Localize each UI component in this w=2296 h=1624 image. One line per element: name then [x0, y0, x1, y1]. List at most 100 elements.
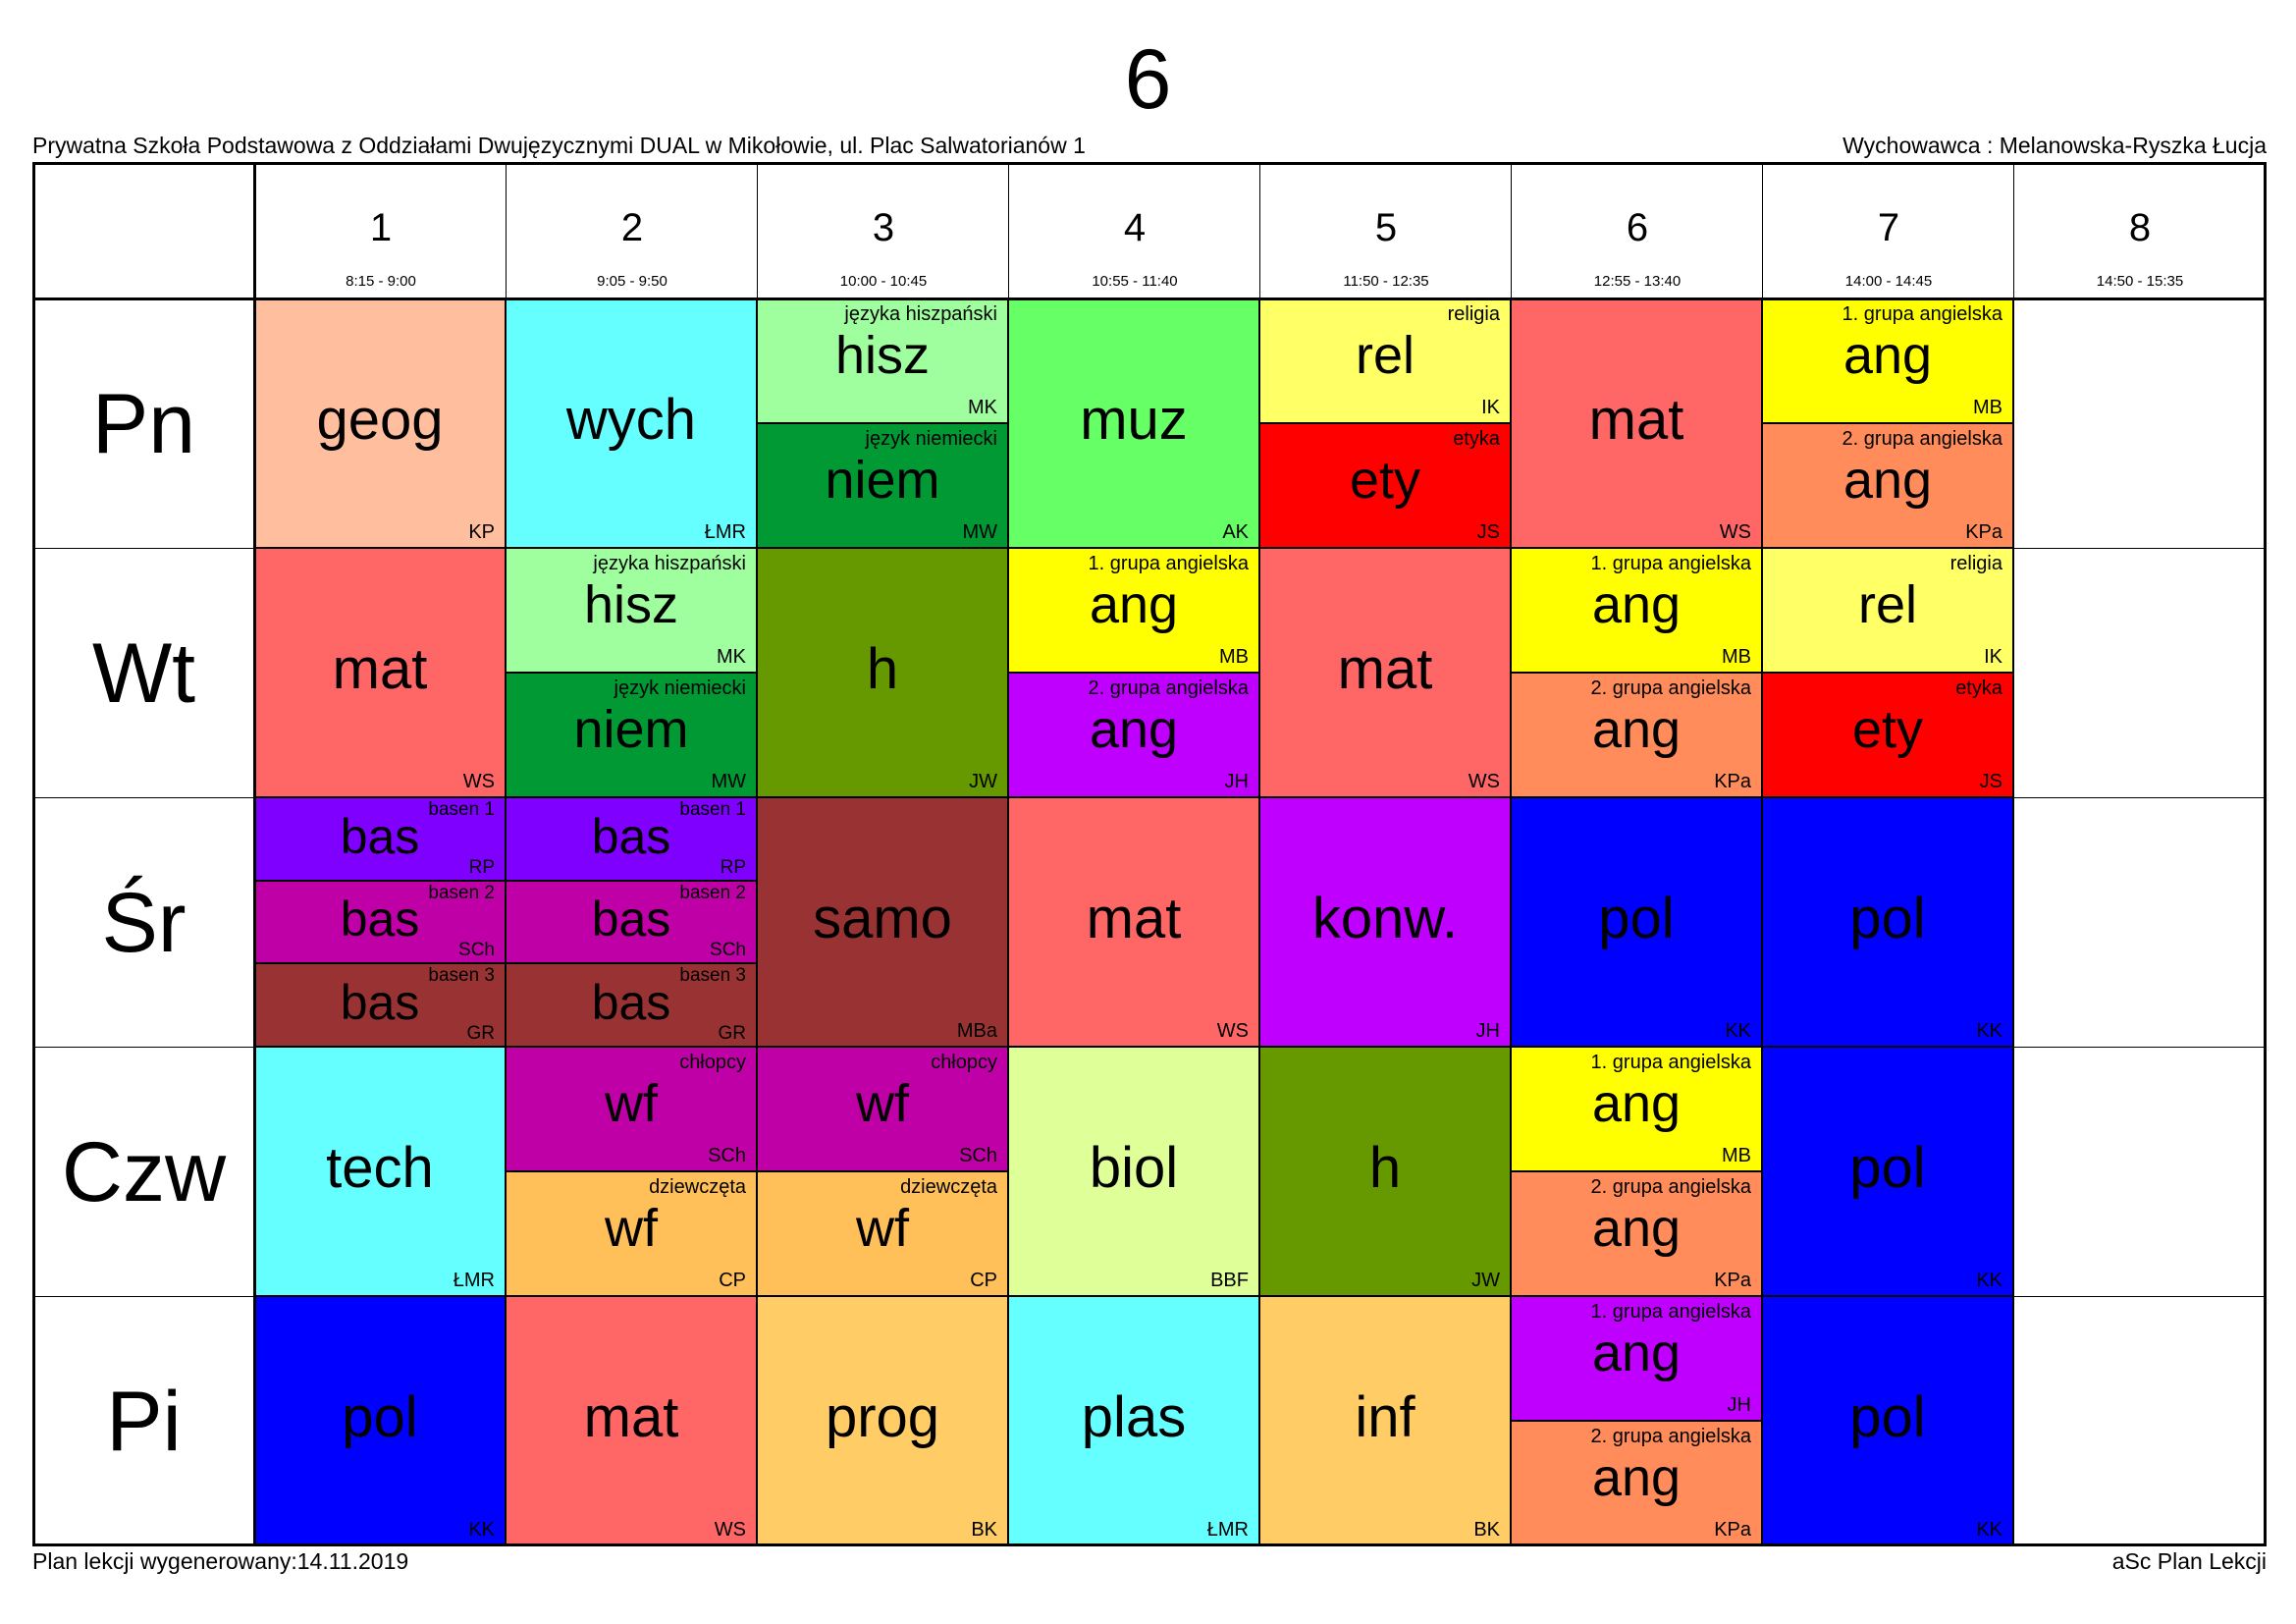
lesson-cell[interactable]: pol KK — [1763, 1297, 2014, 1546]
lesson-cell[interactable]: basen 3 bas GR — [507, 964, 758, 1048]
software-name: aSc Plan Lekcji — [2111, 1548, 2267, 1574]
lesson-cell[interactable]: języka hiszpański hisz MK — [758, 299, 1009, 424]
lesson-cell[interactable]: religia rel IK — [1260, 299, 1512, 424]
lesson-group: basen 1 — [679, 799, 746, 820]
lesson-teacher: SCh — [458, 940, 495, 961]
lesson-cell[interactable]: basen 1 bas RP — [255, 798, 507, 882]
lesson-cell[interactable]: 2. grupa angielska ang KPa — [1763, 424, 2014, 549]
lesson-group: 2. grupa angielska — [1590, 1176, 1751, 1198]
lesson-cell[interactable]: języka hiszpański hisz MK — [507, 549, 758, 674]
lesson-cell[interactable]: 1. grupa angielska ang MB — [1763, 299, 2014, 424]
lesson-cell[interactable]: inf BK — [1260, 1297, 1512, 1546]
lesson-subject: h — [1368, 1136, 1402, 1200]
lesson-subject: ety — [1851, 700, 1924, 760]
lesson-cell[interactable]: etyka ety JS — [1260, 424, 1512, 549]
lesson-teacher: BK — [971, 1519, 997, 1541]
period-time: 10:00 - 10:45 — [839, 273, 928, 290]
lesson-subject: pol — [342, 1385, 418, 1449]
lesson-cell[interactable]: pol KK — [1763, 798, 2014, 1048]
lesson-cell[interactable]: 2. grupa angielska ang KPa — [1512, 1172, 1763, 1297]
lesson-cell[interactable]: basen 1 bas RP — [507, 798, 758, 882]
lesson-subject: muz — [1080, 388, 1188, 452]
lesson-subject: pol — [1849, 887, 1926, 950]
lesson-cell[interactable]: mat WS — [507, 1297, 758, 1546]
lesson-cell[interactable]: konw. JH — [1260, 798, 1512, 1048]
lesson-cell[interactable]: mat WS — [255, 549, 507, 798]
lesson-subject: ang — [1089, 700, 1179, 760]
lesson-cell[interactable]: chłopcy wf SCh — [507, 1048, 758, 1172]
lesson-subject: bas — [591, 808, 671, 864]
lesson-subject: wf — [856, 1199, 909, 1259]
lesson-cell[interactable]: 1. grupa angielska ang MB — [1009, 549, 1260, 674]
lesson-cell[interactable]: biol BBF — [1009, 1048, 1260, 1297]
lesson-cell[interactable]: basen 2 bas SCh — [507, 881, 758, 965]
lesson-cell[interactable]: pol KK — [255, 1297, 507, 1546]
period-header: 1 8:15 - 9:00 — [255, 162, 507, 299]
lesson-cell[interactable]: prog BK — [758, 1297, 1009, 1546]
lesson-cell[interactable]: wych ŁMR — [507, 299, 758, 549]
period-header: 5 11:50 - 12:35 — [1260, 162, 1512, 299]
lesson-cell[interactable]: etyka ety JS — [1763, 674, 2014, 798]
lesson-cell[interactable]: muz AK — [1009, 299, 1260, 549]
lesson-cell[interactable]: język niemiecki niem MW — [758, 424, 1009, 549]
lesson-cell[interactable]: h JW — [1260, 1048, 1512, 1297]
lesson-teacher: JW — [1471, 1270, 1500, 1291]
period-header: 6 12:55 - 13:40 — [1512, 162, 1763, 299]
lesson-cell[interactable]: mat WS — [1260, 549, 1512, 798]
lesson-cell[interactable]: chłopcy wf SCh — [758, 1048, 1009, 1172]
lesson-cell[interactable]: pol KK — [1763, 1048, 2014, 1297]
lesson-teacher: ŁMR — [453, 1270, 495, 1291]
lesson-cell[interactable]: geog KP — [255, 299, 507, 549]
lesson-cell[interactable]: mat WS — [1512, 299, 1763, 549]
lesson-cell[interactable]: 1. grupa angielska ang MB — [1512, 1048, 1763, 1172]
grid-line — [506, 162, 507, 1546]
period-number: 1 — [369, 206, 393, 249]
lesson-cell[interactable]: 2. grupa angielska ang KPa — [1512, 674, 1763, 798]
lesson-group: 1. grupa angielska — [1590, 1052, 1751, 1073]
lesson-cell[interactable]: religia rel IK — [1763, 549, 2014, 674]
lesson-cell[interactable]: mat WS — [1009, 798, 1260, 1048]
lesson-teacher: MK — [717, 646, 746, 668]
lesson-subject: mat — [583, 1385, 679, 1449]
period-header: 7 14:00 - 14:45 — [1763, 162, 2014, 299]
lesson-teacher: JH — [1727, 1394, 1751, 1416]
grid-line — [32, 1047, 2267, 1048]
lesson-subject: niem — [825, 451, 940, 511]
lesson-subject: hisz — [583, 575, 679, 635]
lesson-group: basen 2 — [428, 882, 495, 903]
lesson-cell[interactable]: 2. grupa angielska ang KPa — [1512, 1422, 1763, 1546]
lesson-group: 1. grupa angielska — [1842, 303, 2002, 325]
lesson-subject: ang — [1842, 451, 1933, 511]
lesson-group: dziewczęta — [649, 1176, 746, 1198]
lesson-cell[interactable]: pol KK — [1512, 798, 1763, 1048]
day-label: Pi — [106, 1374, 182, 1469]
lesson-subject: ang — [1591, 1448, 1682, 1508]
lesson-cell[interactable]: samo MBa — [758, 798, 1009, 1048]
lesson-teacher: BK — [1473, 1519, 1500, 1541]
lesson-cell[interactable]: 1. grupa angielska ang MB — [1512, 549, 1763, 674]
lesson-cell[interactable]: plas ŁMR — [1009, 1297, 1260, 1546]
lesson-cell[interactable]: tech ŁMR — [255, 1048, 507, 1297]
lesson-subject: geog — [316, 388, 444, 452]
day-label: Czw — [61, 1124, 227, 1219]
lesson-teacher: KPa — [1714, 1519, 1751, 1541]
lesson-cell[interactable]: język niemiecki niem MW — [507, 674, 758, 798]
lesson-subject: ang — [1591, 700, 1682, 760]
lesson-cell[interactable]: dziewczęta wf CP — [758, 1172, 1009, 1297]
lesson-cell[interactable]: basen 2 bas SCh — [255, 881, 507, 965]
lesson-cell[interactable]: 2. grupa angielska ang JH — [1009, 674, 1260, 798]
lesson-teacher: ŁMR — [704, 521, 746, 543]
period-time: 9:05 - 9:50 — [597, 273, 667, 290]
day-label: Śr — [101, 875, 187, 970]
lesson-cell[interactable]: 1. grupa angielska ang JH — [1512, 1297, 1763, 1422]
lesson-teacher: GR — [718, 1022, 747, 1044]
grid-line — [32, 1543, 2267, 1546]
lesson-cell[interactable]: dziewczęta wf CP — [507, 1172, 758, 1297]
lesson-teacher: JH — [1224, 771, 1249, 792]
grid-line — [1762, 162, 1763, 1546]
lesson-cell[interactable]: basen 3 bas GR — [255, 964, 507, 1048]
lesson-subject: mat — [1588, 388, 1684, 452]
lesson-teacher: ŁMR — [1206, 1519, 1249, 1541]
lesson-cell[interactable]: h JW — [758, 549, 1009, 798]
lesson-teacher: WS — [714, 1519, 746, 1541]
